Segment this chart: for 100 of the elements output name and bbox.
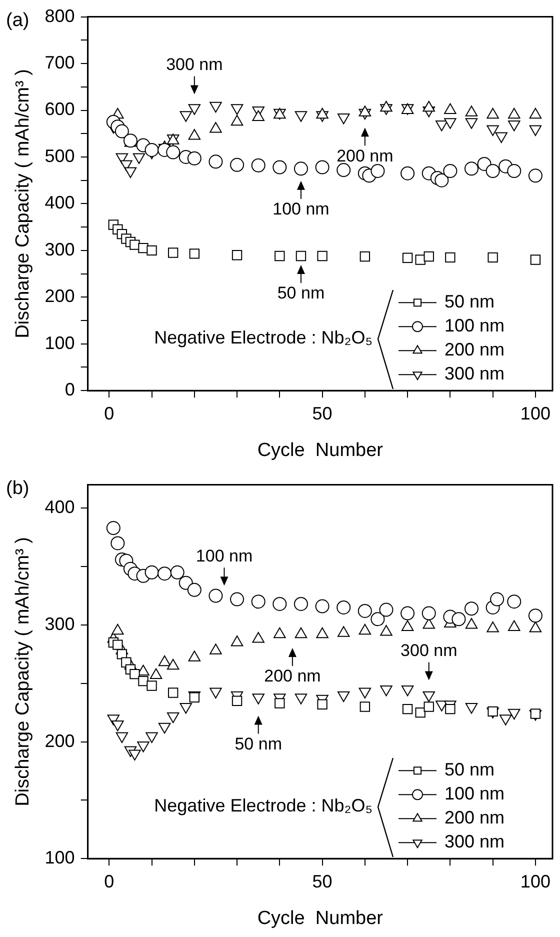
point <box>400 606 415 620</box>
point <box>315 160 330 174</box>
point <box>336 600 351 614</box>
point <box>336 163 351 178</box>
point <box>158 566 172 581</box>
point <box>230 592 244 606</box>
point <box>230 158 244 172</box>
annotation: 200 nm <box>336 146 394 166</box>
x-tick-label: 0 <box>104 403 114 424</box>
annotation: 100 nm <box>196 546 253 566</box>
point <box>528 168 542 183</box>
annotation: 300 nm <box>400 640 458 660</box>
point <box>490 592 504 606</box>
point <box>274 698 285 708</box>
annotation: 50 nm <box>234 734 282 754</box>
point <box>210 688 222 699</box>
point <box>317 250 328 262</box>
y-tick-label: 500 <box>44 146 75 166</box>
annotation: Negative Electrode : Nb₂O₅ <box>154 796 372 816</box>
point <box>112 720 124 732</box>
y-tick-label: 400 <box>44 497 75 518</box>
point <box>337 691 350 702</box>
y-tick-label: 800 <box>44 6 75 26</box>
y-tick-label: 600 <box>44 99 75 120</box>
point <box>370 612 385 626</box>
point <box>529 108 542 119</box>
legend-label: 300 nm <box>444 364 505 384</box>
point <box>180 702 192 714</box>
x-tick-label: 0 <box>104 871 114 892</box>
point <box>189 692 200 702</box>
chart-title: (a) <box>6 10 30 32</box>
y-tick-label: 100 <box>44 332 75 353</box>
point <box>464 602 479 616</box>
y-tick-label: 200 <box>44 730 75 751</box>
point <box>130 240 140 250</box>
point <box>208 154 223 169</box>
legend-label: 50 nm <box>444 760 495 780</box>
point <box>168 248 178 258</box>
point <box>272 596 287 611</box>
point <box>358 604 372 618</box>
y-axis-title: Discharge Capacity ( mAh/cm³ ) <box>12 537 34 806</box>
point <box>146 680 157 691</box>
annotation: 100 nm <box>272 200 330 219</box>
point <box>168 688 178 698</box>
annotation: 300 nm <box>166 54 223 74</box>
point <box>380 685 392 696</box>
point <box>488 252 498 263</box>
point <box>530 254 541 265</box>
point <box>187 582 202 597</box>
point <box>251 594 266 609</box>
point <box>208 588 223 603</box>
point <box>464 162 479 176</box>
legend-label: 200 nm <box>444 340 505 360</box>
point <box>465 106 478 116</box>
legend-label: 50 nm <box>444 292 495 312</box>
point <box>400 166 415 180</box>
point <box>315 599 330 614</box>
point <box>158 722 171 734</box>
point <box>445 704 456 714</box>
point <box>508 708 520 720</box>
point <box>422 691 435 702</box>
point <box>116 649 128 660</box>
point <box>137 742 150 752</box>
legend-label: 100 nm <box>444 316 505 336</box>
point <box>370 164 385 178</box>
x-tick-label: 50 <box>312 403 332 424</box>
y-tick-label: 300 <box>44 239 75 260</box>
point <box>465 702 478 714</box>
point <box>112 640 123 650</box>
point <box>272 160 287 174</box>
point <box>166 712 180 724</box>
point <box>486 108 499 119</box>
point <box>422 100 435 112</box>
point <box>274 250 285 262</box>
point <box>445 252 456 263</box>
point <box>146 732 158 743</box>
point <box>422 606 436 620</box>
point <box>294 694 308 704</box>
point <box>144 565 159 580</box>
point <box>508 108 520 119</box>
y-tick-label: 0 <box>64 380 75 400</box>
point <box>434 173 449 188</box>
point <box>424 702 434 712</box>
point <box>210 122 222 133</box>
point <box>252 110 264 122</box>
point <box>130 668 140 680</box>
point <box>128 750 141 760</box>
point <box>166 145 180 160</box>
point <box>379 602 394 617</box>
point <box>486 164 500 178</box>
point <box>424 251 434 262</box>
legend-label: 300 nm <box>444 832 505 852</box>
point <box>187 151 202 166</box>
point <box>452 612 466 626</box>
point <box>443 164 458 178</box>
x-tick-label: 100 <box>520 403 550 424</box>
y-tick-label: 400 <box>44 192 75 213</box>
annotation: 200 nm <box>264 666 321 686</box>
point <box>316 108 328 119</box>
point <box>114 124 129 138</box>
